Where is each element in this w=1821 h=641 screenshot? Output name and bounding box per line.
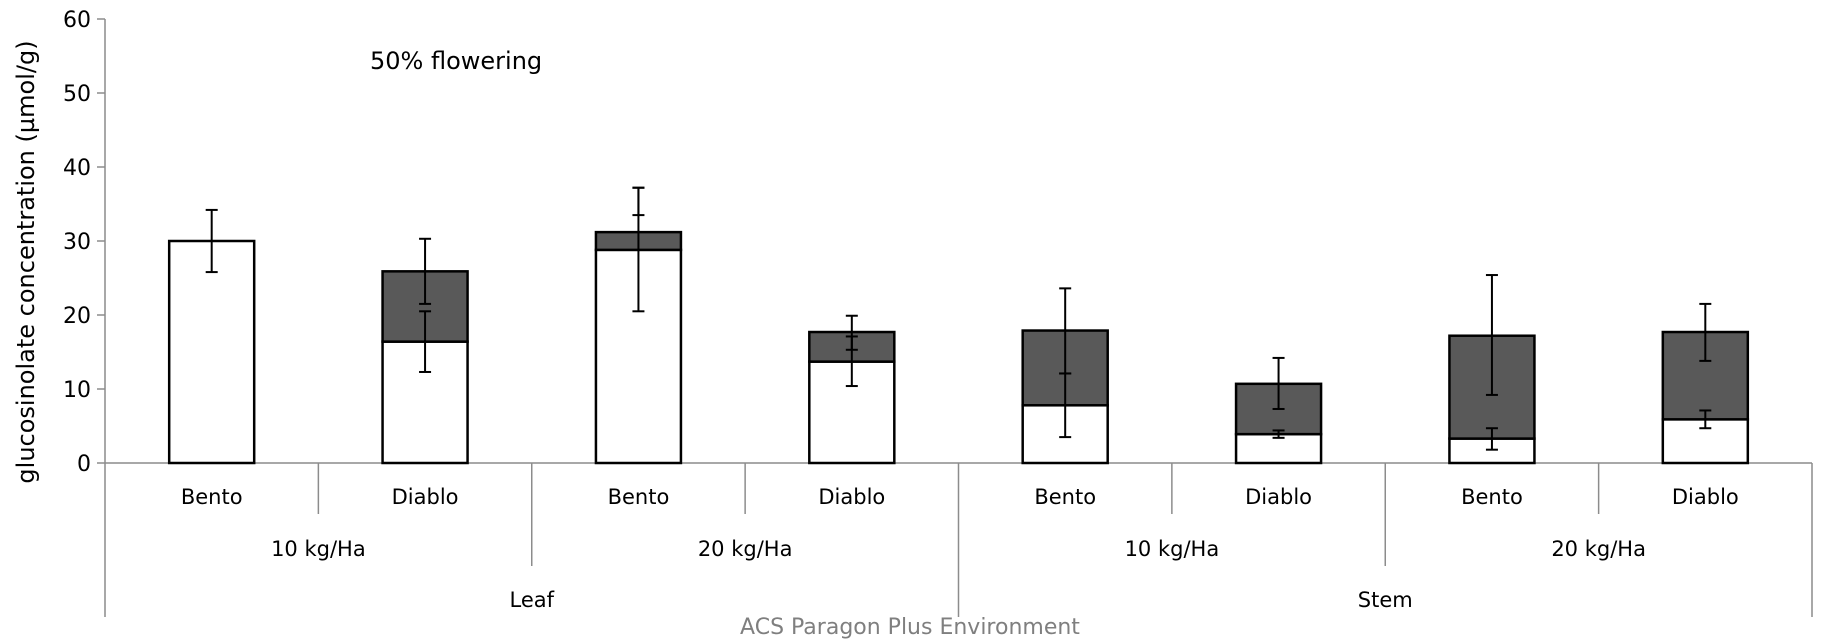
error-bar-upper (1059, 287, 1072, 375)
y-tick-label: 0 (77, 452, 91, 477)
y-tick-label: 40 (63, 156, 91, 181)
error-bar-upper (632, 186, 645, 217)
bar-lower-segment (1234, 432, 1323, 465)
error-bars (205, 186, 1712, 451)
error-bar-upper (419, 237, 432, 305)
error-bar-lower (419, 310, 432, 373)
variety-label: Bento (1461, 485, 1523, 509)
rate-label: 10 kg/Ha (1125, 537, 1220, 561)
variety-label: Diablo (1672, 485, 1739, 509)
error-bar-lower (1485, 427, 1498, 451)
y-ticks: 0 10 20 30 40 50 60 (63, 8, 105, 477)
bar-lower-segment (808, 360, 896, 465)
variety-label: Bento (608, 485, 670, 509)
annotation: 50% flowering (370, 47, 542, 75)
variety-label: Bento (1034, 485, 1096, 509)
y-tick-label: 50 (63, 82, 91, 107)
error-bar-lower (205, 208, 218, 274)
rate-label: 20 kg/Ha (1551, 537, 1646, 561)
error-bar-upper (1699, 302, 1712, 362)
y-tick-label: 60 (63, 8, 91, 33)
y-tick-label: 20 (63, 304, 91, 329)
axes (104, 19, 1813, 617)
y-axis-label: glucosinolate concentration (µmol/g) (12, 40, 40, 483)
rate-label: 20 kg/Ha (698, 537, 793, 561)
error-bar-upper (845, 314, 858, 351)
variety-label: Diablo (818, 485, 885, 509)
bar-lower-segment (167, 239, 256, 465)
rate-label: 10 kg/Ha (271, 537, 366, 561)
error-bar-lower (1272, 429, 1285, 439)
error-bar-upper (1272, 356, 1285, 410)
error-bar-lower (1699, 409, 1712, 430)
variety-label: Diablo (1245, 485, 1312, 509)
error-bar-upper (1485, 274, 1498, 396)
bars (167, 230, 1750, 465)
variety-label: Diablo (392, 485, 459, 509)
tissue-label: Leaf (509, 588, 554, 612)
y-tick-label: 10 (63, 378, 91, 403)
footer-text: ACS Paragon Plus Environment (740, 615, 1080, 640)
tissue-label: Stem (1358, 588, 1413, 612)
category-labels: Bento Diablo Bento Diablo Bento Diablo Bento Di… (181, 485, 1739, 612)
y-tick-label: 30 (63, 230, 91, 255)
variety-label: Bento (181, 485, 243, 509)
